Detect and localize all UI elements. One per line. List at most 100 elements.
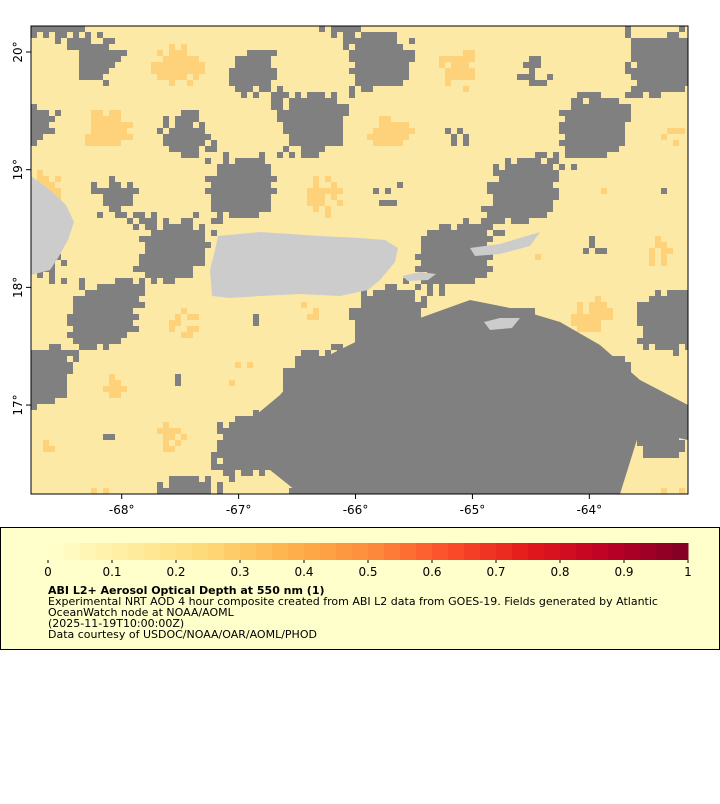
cloud-cell	[595, 152, 601, 158]
cloud-cell	[607, 122, 613, 128]
cloud-cell	[265, 50, 271, 56]
cloud-cell	[445, 266, 451, 272]
aod-cell	[175, 428, 181, 434]
aod-cell	[661, 134, 667, 140]
aod-cell	[385, 140, 391, 146]
cloud-cell	[685, 50, 688, 56]
aod-cell	[85, 140, 91, 146]
cloud-cell	[355, 320, 361, 326]
cloud-cell	[229, 428, 235, 434]
cloud-cell	[457, 242, 463, 248]
cloud-cell	[127, 320, 133, 326]
cloud-cell	[169, 260, 175, 266]
cloud-cell	[211, 458, 217, 464]
cloud-cell	[229, 170, 235, 176]
cloud-cell	[109, 188, 115, 194]
cloud-cell	[319, 140, 325, 146]
cloud-cell	[307, 146, 313, 152]
cloud-cell	[667, 440, 673, 446]
cloud-cell	[667, 320, 673, 326]
cloud-cell	[289, 98, 295, 104]
aod-cell	[115, 128, 121, 134]
cloud-cell	[151, 260, 157, 266]
cloud-cell	[523, 170, 529, 176]
cloud-cell	[655, 68, 661, 74]
cloud-cell	[541, 206, 547, 212]
cloud-cell	[403, 314, 409, 320]
cloud-cell	[109, 338, 115, 344]
cloud-cell	[163, 236, 169, 242]
cloud-cell	[193, 116, 199, 122]
cloud-cell	[301, 356, 307, 362]
cloud-cell	[211, 206, 217, 212]
cloud-cell	[637, 434, 643, 440]
cloud-cell	[379, 44, 385, 50]
cloud-cell	[367, 56, 373, 62]
cloud-cell	[391, 290, 397, 296]
cloud-cell	[181, 218, 187, 224]
cloud-cell	[109, 284, 115, 290]
cloud-cell	[181, 236, 187, 242]
cloud-cell	[433, 254, 439, 260]
cloud-cell	[535, 80, 541, 86]
cloud-cell	[457, 278, 463, 284]
cloud-cell	[31, 140, 37, 146]
cloud-cell	[673, 44, 679, 50]
cloud-cell	[157, 482, 163, 488]
aod-cell	[109, 122, 115, 128]
cloud-cell	[421, 296, 427, 302]
cloud-cell	[187, 122, 193, 128]
cloud-cell	[655, 338, 661, 344]
cloud-cell	[517, 188, 523, 194]
cloud-cell	[385, 74, 391, 80]
cloud-cell	[481, 224, 487, 230]
cloud-cell	[511, 176, 517, 182]
cloud-cell	[223, 458, 229, 464]
cloud-cell	[505, 206, 511, 212]
cloud-cell	[655, 38, 661, 44]
colorbar-band	[352, 543, 369, 560]
cloud-cell	[517, 206, 523, 212]
cloud-cell	[595, 122, 601, 128]
cloud-cell	[91, 50, 97, 56]
cloud-cell	[649, 44, 655, 50]
cloud-cell	[655, 50, 661, 56]
cloud-cell	[301, 104, 307, 110]
cloud-cell	[289, 128, 295, 134]
cloud-cell	[43, 368, 49, 374]
cloud-cell	[121, 332, 127, 338]
cloud-cell	[397, 314, 403, 320]
cloud-cell	[469, 242, 475, 248]
cloud-cell	[661, 452, 667, 458]
cloud-cell	[577, 98, 583, 104]
cloud-cell	[517, 176, 523, 182]
aod-cell	[577, 308, 583, 314]
aod-cell	[43, 176, 49, 182]
cloud-cell	[187, 482, 193, 488]
cloud-cell	[253, 182, 259, 188]
cloud-cell	[193, 128, 199, 134]
cloud-cell	[91, 182, 97, 188]
aod-cell	[193, 326, 199, 332]
cloud-cell	[193, 230, 199, 236]
cloud-cell	[379, 320, 385, 326]
cloud-cell	[235, 200, 241, 206]
cloud-cell	[85, 296, 91, 302]
cloud-cell	[619, 140, 625, 146]
cloud-cell	[667, 50, 673, 56]
cloud-cell	[541, 212, 547, 218]
cloud-cell	[637, 302, 643, 308]
cloud-cell	[349, 38, 355, 44]
cloud-cell	[163, 266, 169, 272]
cloud-cell	[433, 266, 439, 272]
cloud-cell	[253, 176, 259, 182]
cloud-cell	[595, 248, 601, 254]
cloud-cell	[601, 110, 607, 116]
cloud-cell	[61, 356, 67, 362]
cloud-cell	[661, 50, 667, 56]
aod-cell	[391, 128, 397, 134]
cloud-cell	[277, 110, 283, 116]
aod-cell	[97, 134, 103, 140]
cloud-cell	[127, 188, 133, 194]
cloud-cell	[559, 110, 565, 116]
